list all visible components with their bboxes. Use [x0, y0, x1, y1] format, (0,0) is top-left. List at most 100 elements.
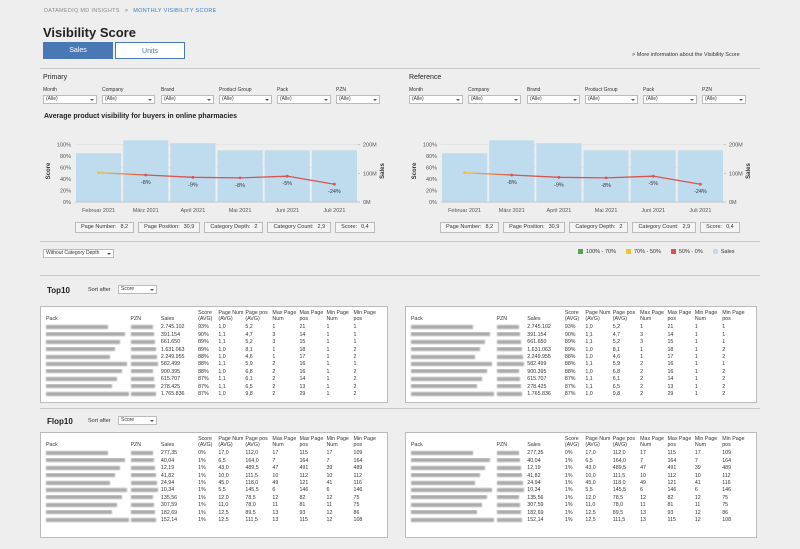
table-cell: 87%	[198, 376, 209, 383]
table-cell: 115	[667, 517, 676, 524]
table-cell: 7	[326, 457, 330, 464]
table-row: 1.631.063 89% 1,0 8,1 1 18 1 2	[410, 347, 752, 354]
table-cell: 12	[694, 517, 701, 524]
table-cell: 3	[640, 339, 644, 346]
blurred-text	[130, 369, 153, 374]
blurred-text	[130, 339, 155, 344]
stat-label: Category Count:	[273, 224, 314, 230]
table-cell: 1	[694, 368, 698, 375]
table-cell: 87%	[564, 383, 576, 390]
change-label: -8%	[601, 183, 611, 189]
table-cell: 75	[722, 502, 729, 509]
blurred-text	[46, 339, 120, 344]
stat-value: 0,4	[361, 224, 369, 230]
pzn-cell	[130, 480, 160, 487]
blurred-text	[411, 325, 473, 329]
table-row: 391.154 90% 1,1 4,7 3 14 1 1	[45, 332, 383, 339]
table-cell: 1	[326, 354, 330, 361]
table-cell: 0%	[564, 450, 573, 457]
filter-select[interactable]: (Alle)	[409, 95, 463, 104]
table-cell: 13	[299, 383, 306, 390]
table-cell: 4,7	[612, 331, 621, 338]
table-row: 40,04 1% 6,5 164,0 7 164 7 164	[410, 458, 752, 465]
filter-value: (Alle)	[530, 96, 542, 102]
filter-select[interactable]: (Alle)	[468, 95, 521, 104]
breadcrumb-item[interactable]: DATAMEDIQ MD INSIGHTS	[44, 8, 120, 14]
stat-value: 2	[254, 224, 258, 230]
filter-select[interactable]: (Alle)	[219, 95, 272, 104]
pzn-cell	[496, 465, 527, 472]
tab-units[interactable]: Units	[115, 42, 185, 59]
change-label: -5%	[648, 181, 658, 187]
panel-heading: Reference	[409, 74, 442, 81]
table-cell: 12,0	[585, 494, 596, 501]
pack-cell	[410, 487, 496, 494]
x-tick-label: Juli 2021	[323, 208, 345, 214]
table-head: Pack PZN Sales Score (AVG) Page Num (AVG) Pag…	[45, 310, 383, 324]
breadcrumb-item[interactable]: MONTHLY VISIBILITY SCORE	[133, 8, 217, 14]
stats-row: Page Number: 8,2 Page Position: 30,9 Categor…	[75, 222, 375, 233]
table-cell: 2	[722, 354, 726, 361]
filter-select[interactable]: (Alle)	[527, 95, 580, 104]
table-cell: 88%	[564, 361, 576, 368]
table: Pack PZN Sales Score (AVG) Page Num (AVG) Pag…	[410, 310, 752, 398]
table-row: 307,59 1% 11,0 78,0 11 81 11 75	[45, 502, 383, 509]
tab-sales[interactable]: Sales	[43, 42, 113, 59]
table-cell: 12	[272, 494, 279, 501]
table-cell: 1%	[198, 509, 206, 516]
table-row: 12,19 1% 43,0 489,5 47 491 39 489	[45, 465, 383, 472]
legend-swatch	[578, 249, 583, 254]
table-cell: 39	[326, 465, 333, 472]
table-cell: 1	[722, 324, 726, 331]
table-cell: 12	[326, 517, 333, 524]
pack-cell	[45, 369, 130, 376]
sort-select[interactable]: Score	[118, 285, 157, 294]
table-cell: 109	[722, 450, 732, 457]
table-cell: 900.395	[160, 368, 181, 375]
table-cell: 1	[326, 376, 330, 383]
sort-value: Score	[121, 286, 135, 292]
stat-box: Category Depth: 2	[569, 222, 629, 233]
column-header: Page Num (AVG)	[218, 310, 244, 323]
filter-select[interactable]: (Alle)	[43, 95, 97, 104]
sort-select[interactable]: Score	[118, 416, 157, 425]
filter-select[interactable]: (Alle)	[585, 95, 638, 104]
table-cell: 87%	[564, 391, 576, 398]
filter-select[interactable]: (Alle)	[102, 95, 155, 104]
table-cell: 12,5	[585, 517, 596, 524]
table-row: 2.249.955 88% 1,0 4,6 1 17 1 2	[410, 354, 752, 361]
blurred-text	[411, 376, 482, 381]
table-cell: 1	[694, 324, 698, 331]
stat-value: 30,9	[183, 224, 195, 230]
y-tick-label: 60%	[426, 166, 437, 172]
pzn-cell	[130, 361, 160, 368]
blurred-text	[411, 354, 475, 359]
filter-select[interactable]: (Alle)	[702, 95, 746, 104]
x-tick-label: Juni 2021	[275, 208, 299, 214]
table-cell: 11,0	[218, 502, 229, 509]
table-cell: 615.707	[527, 376, 547, 383]
table-cell: 661.650	[527, 339, 547, 346]
blurred-text	[130, 376, 154, 381]
depth-select[interactable]: Without Category Depth	[43, 249, 114, 258]
table-cell: 93	[299, 509, 306, 516]
filter-select[interactable]: (Alle)	[336, 95, 380, 104]
y2-tick-label: 100M	[729, 171, 743, 177]
table-cell: 89%	[198, 346, 209, 353]
column-header: Sales	[527, 442, 541, 449]
pack-cell	[410, 324, 496, 331]
table-cell: 81	[667, 502, 674, 509]
filter-select[interactable]: (Alle)	[161, 95, 214, 104]
filter-select[interactable]: (Alle)	[643, 95, 697, 104]
header-row: Pack PZN Sales Score (AVG) Page Num (AVG) Pag…	[410, 436, 752, 450]
table-cell: 1,0	[585, 324, 593, 331]
table-cell: 12	[640, 494, 647, 501]
table-cell: 278.425	[527, 383, 547, 390]
table-cell: 1	[353, 331, 357, 338]
pack-cell	[45, 510, 130, 517]
y2-axis-label: Sales	[380, 163, 386, 179]
blurred-text	[130, 480, 157, 485]
filter-select[interactable]: (Alle)	[277, 95, 331, 104]
info-link[interactable]: > More information about the Visibility …	[632, 52, 740, 58]
table-cell: 93	[667, 509, 674, 516]
